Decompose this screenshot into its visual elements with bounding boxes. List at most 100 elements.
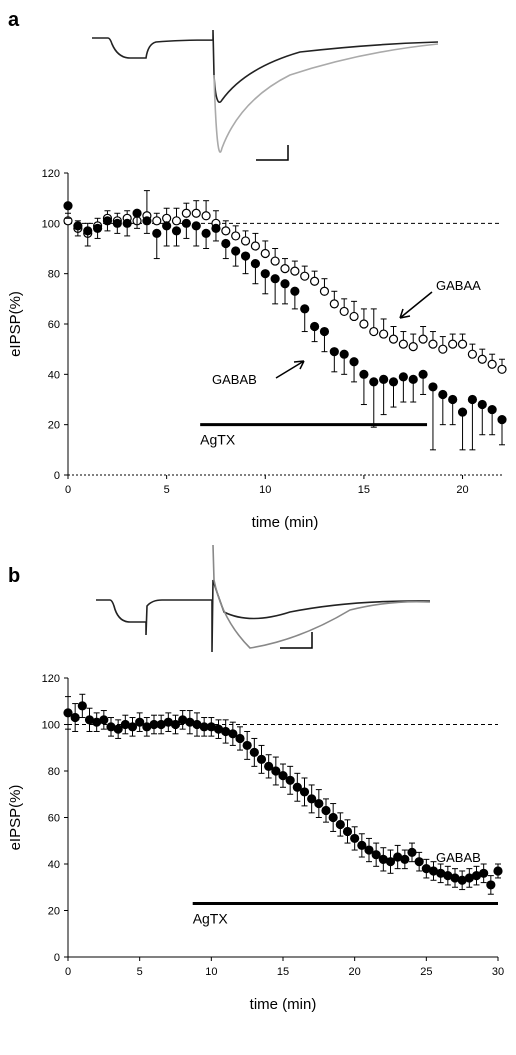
data-point — [493, 866, 503, 876]
data-point — [398, 372, 408, 382]
data-point — [191, 221, 201, 231]
data-point — [400, 854, 410, 864]
data-point — [135, 717, 145, 727]
data-point — [398, 339, 408, 349]
data-point — [270, 256, 280, 266]
error-bar — [360, 374, 367, 406]
y-axis-title: eIPSP(%) — [7, 785, 24, 851]
data-point — [73, 221, 83, 231]
treatment-label: AgTX — [200, 432, 236, 448]
x-tick-label: 15 — [277, 966, 289, 978]
panel-label: b — [8, 565, 20, 587]
data-point — [231, 231, 241, 241]
data-point — [113, 724, 123, 734]
data-point — [359, 319, 369, 329]
data-point — [300, 271, 310, 281]
data-point — [467, 394, 478, 405]
data-point — [152, 216, 162, 226]
data-point — [132, 208, 142, 218]
y-tick-label: 40 — [48, 859, 60, 871]
error-bar — [479, 404, 486, 436]
data-point — [181, 218, 191, 228]
data-point — [438, 344, 448, 354]
data-point — [240, 251, 251, 261]
data-point — [328, 812, 338, 823]
x-tick-label: 15 — [358, 484, 370, 496]
data-point — [242, 740, 252, 751]
data-point — [231, 246, 241, 256]
arrow — [399, 291, 433, 319]
data-point — [335, 819, 345, 830]
data-point — [271, 766, 281, 776]
data-point — [264, 761, 274, 771]
x-tick-label: 5 — [137, 966, 143, 978]
trace — [212, 544, 431, 649]
data-point — [181, 208, 191, 218]
data-point — [221, 238, 231, 249]
error-bar — [439, 394, 446, 426]
data-point — [250, 259, 261, 269]
scale-bar — [256, 145, 289, 161]
data-point — [99, 715, 109, 725]
error-bar — [370, 381, 377, 428]
data-point — [359, 369, 369, 379]
x-tick-label: 30 — [492, 966, 504, 978]
data-point — [280, 264, 290, 274]
data-point — [448, 394, 458, 405]
data-point — [63, 708, 73, 718]
x-tick-label: 10 — [259, 484, 271, 496]
scale-bar — [280, 632, 313, 649]
data-point — [162, 221, 172, 231]
data-point — [211, 223, 221, 233]
treatment-label: AgTX — [193, 911, 229, 927]
arrow — [275, 360, 305, 379]
data-point — [339, 349, 349, 359]
data-point — [364, 845, 374, 855]
data-point — [408, 374, 418, 384]
data-point — [477, 399, 487, 410]
data-point — [171, 216, 182, 226]
trace — [213, 43, 439, 153]
data-point — [270, 274, 280, 284]
data-point — [307, 794, 317, 804]
annotation: GABAB — [212, 372, 257, 387]
data-point — [497, 364, 507, 374]
data-point — [300, 304, 310, 314]
y-tick-label: 20 — [48, 906, 60, 918]
data-point — [280, 279, 290, 289]
data-point — [83, 226, 93, 236]
data-point — [497, 415, 507, 425]
data-point — [486, 880, 496, 890]
trace — [92, 29, 439, 103]
x-axis-title: time (min) — [250, 996, 317, 1013]
data-point — [285, 775, 295, 785]
data-point — [152, 228, 162, 238]
data-point — [408, 342, 418, 352]
error-bar — [469, 399, 476, 451]
data-point — [487, 359, 497, 369]
data-point — [407, 847, 417, 857]
y-tick-label: 80 — [48, 766, 60, 778]
data-point — [418, 334, 428, 344]
data-point — [487, 404, 497, 415]
x-tick-label: 25 — [420, 966, 432, 978]
data-point — [278, 771, 288, 781]
x-tick-label: 0 — [65, 966, 71, 978]
data-point — [388, 377, 399, 387]
trace — [96, 579, 431, 653]
data-point — [228, 729, 238, 739]
y-tick-label: 120 — [42, 673, 60, 685]
y-tick-label: 20 — [48, 420, 60, 432]
data-point — [457, 339, 468, 349]
data-point — [292, 782, 302, 792]
data-point — [371, 850, 381, 860]
data-point — [314, 798, 324, 809]
data-point — [428, 339, 438, 349]
data-point — [467, 349, 478, 359]
y-tick-label: 0 — [54, 470, 60, 482]
y-tick-label: 0 — [54, 952, 60, 964]
y-tick-label: 80 — [48, 269, 60, 281]
data-point — [77, 701, 87, 711]
y-tick-label: 60 — [48, 319, 60, 331]
data-point — [418, 369, 428, 379]
